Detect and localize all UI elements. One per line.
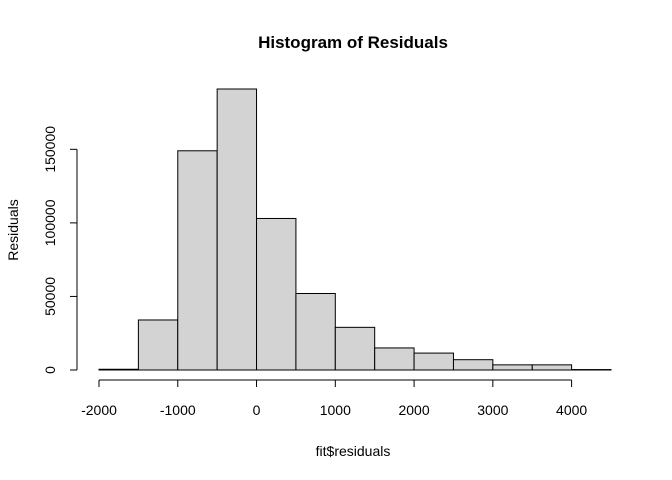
histogram-bar xyxy=(98,368,139,371)
y-axis: 0 50000 100000 150000 xyxy=(42,126,78,374)
y-axis-label: Residuals xyxy=(5,199,21,260)
histogram-bars xyxy=(98,88,612,371)
histogram-bar xyxy=(334,326,376,371)
histogram-bar xyxy=(492,364,533,371)
x-tick-label: 0 xyxy=(253,402,261,418)
histogram-bar xyxy=(256,217,297,371)
histogram-bar xyxy=(452,359,494,371)
y-tick-label: 50000 xyxy=(42,277,58,316)
histogram-bar xyxy=(216,88,258,371)
histogram-bar xyxy=(137,319,179,371)
x-tick-label: 1000 xyxy=(320,402,351,418)
y-tick-label: 100000 xyxy=(42,199,58,246)
y-tick-label: 150000 xyxy=(42,126,58,173)
x-axis: -2000 -1000 0 1000 2000 3000 4000 xyxy=(81,379,587,418)
x-tick-label: 3000 xyxy=(477,402,508,418)
x-tick-label: 4000 xyxy=(556,402,587,418)
histogram-bar xyxy=(374,347,415,371)
x-tick-label: 2000 xyxy=(398,402,429,418)
x-tick-label: -2000 xyxy=(81,402,117,418)
histogram-bar xyxy=(295,292,336,371)
histogram-bar xyxy=(531,364,573,371)
x-tick-label: -1000 xyxy=(160,402,196,418)
y-tick-label: 0 xyxy=(42,366,58,374)
histogram-bar xyxy=(413,352,454,371)
x-axis-label: fit$residuals xyxy=(316,443,391,459)
chart-title: Histogram of Residuals xyxy=(258,33,448,52)
histogram-bar xyxy=(177,150,218,371)
